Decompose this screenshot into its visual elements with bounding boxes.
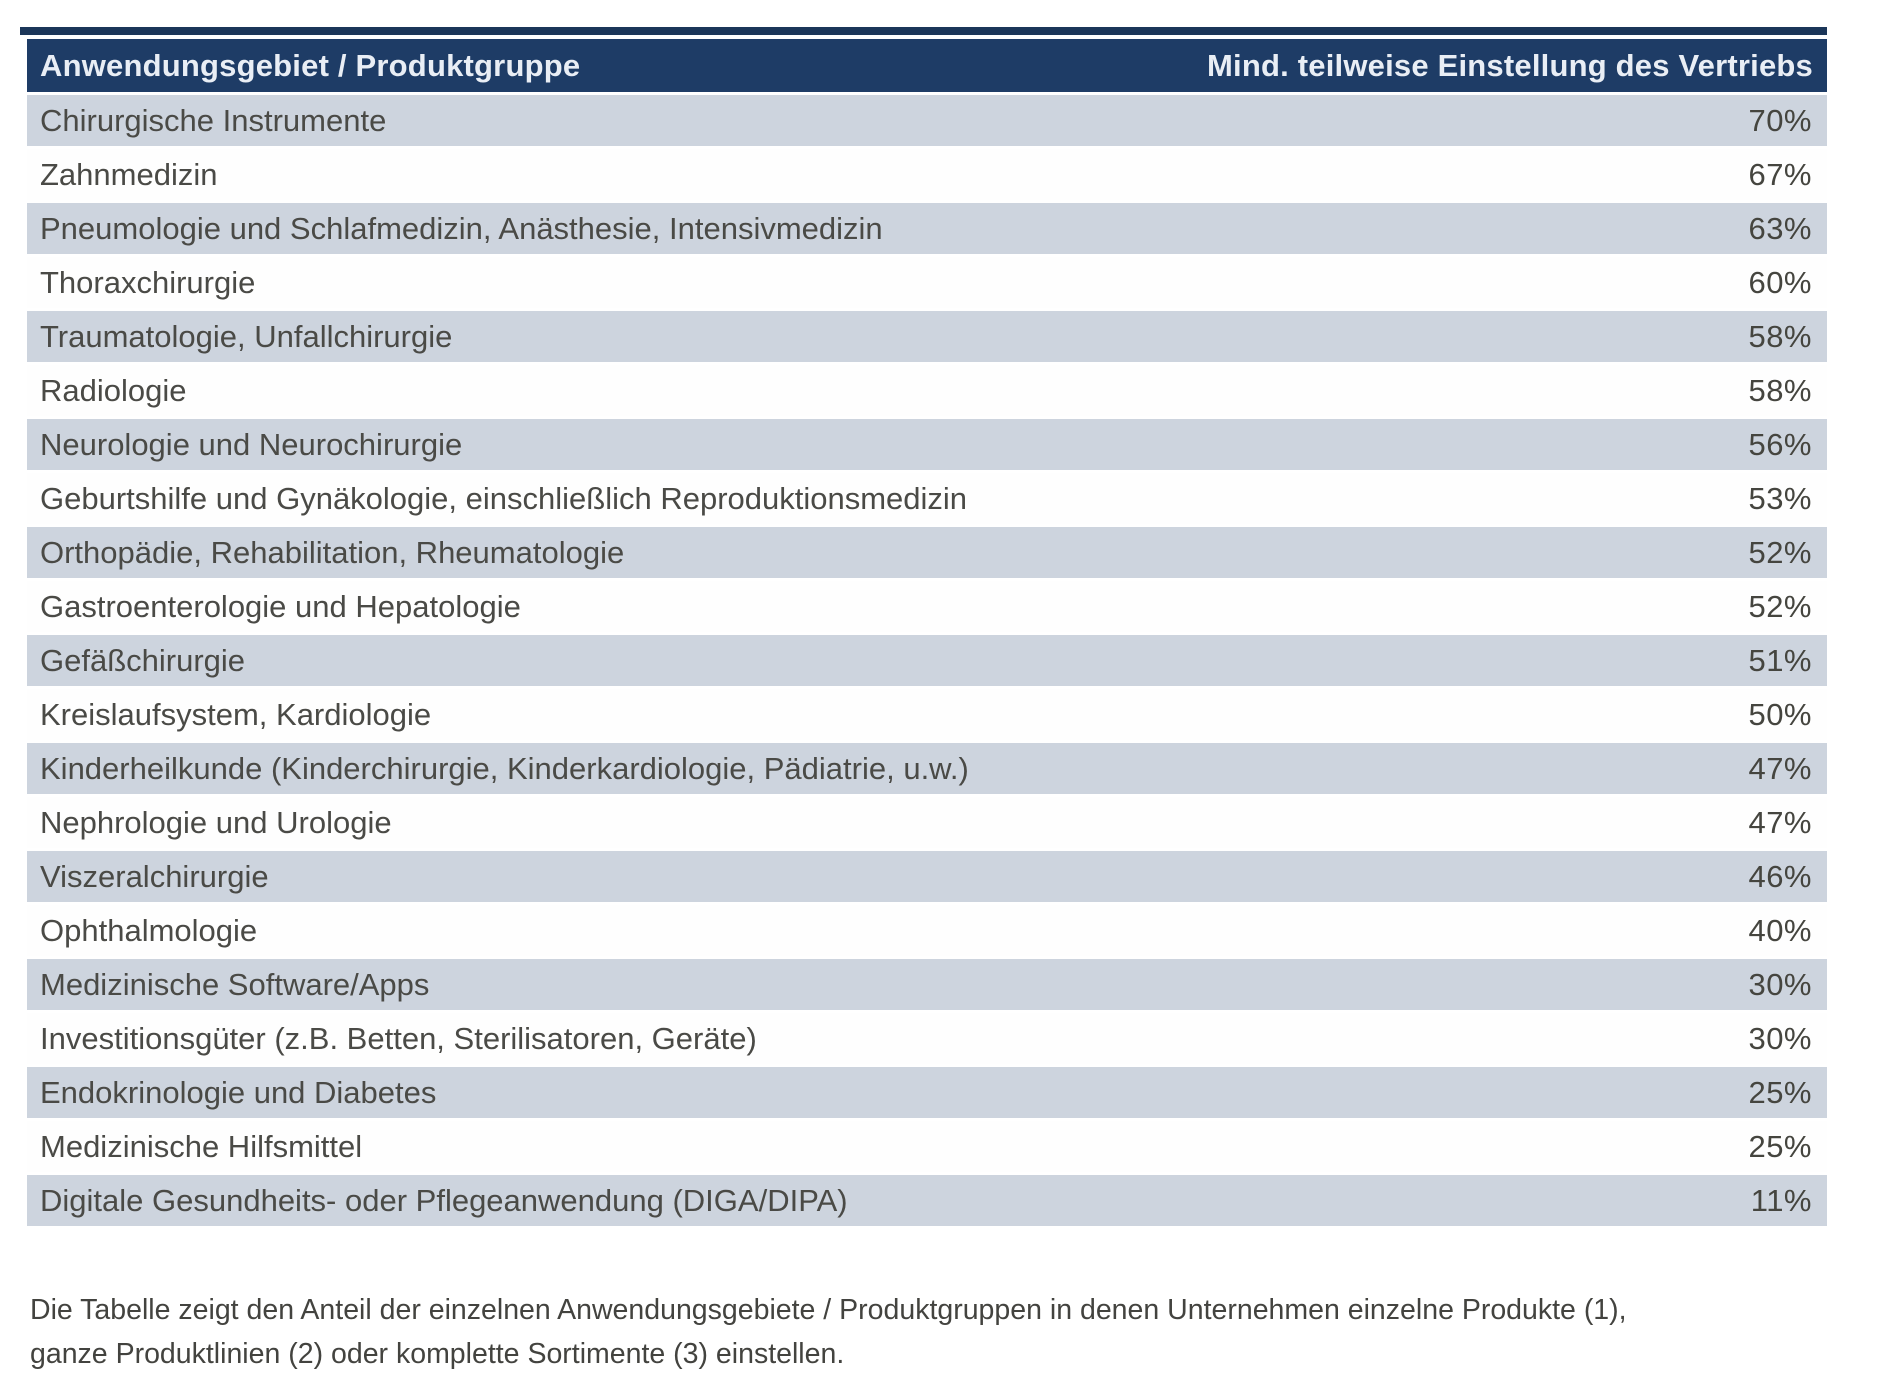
footnote-line-2: ganze Produktlinien (2) oder komplette S… bbox=[30, 1338, 845, 1371]
row-percentage-value: 30% bbox=[1748, 966, 1812, 1002]
row-percentage-value: 67% bbox=[1748, 156, 1812, 192]
table-row: Kinderheilkunde (Kinderchirurgie, Kinder… bbox=[27, 743, 1827, 794]
row-category-label: Viszeralchirurgie bbox=[40, 858, 269, 894]
row-percentage-value: 70% bbox=[1748, 102, 1812, 138]
row-category-label: Zahnmedizin bbox=[40, 156, 218, 192]
table-row: Chirurgische Instrumente 70% bbox=[27, 95, 1827, 146]
row-category-label: Gastroenterologie und Hepatologie bbox=[40, 588, 521, 624]
row-percentage-value: 52% bbox=[1748, 588, 1812, 624]
table-row: Medizinische Hilfsmittel 25% bbox=[27, 1121, 1827, 1172]
row-category-label: Radiologie bbox=[40, 372, 187, 408]
row-percentage-value: 30% bbox=[1748, 1020, 1812, 1056]
row-category-label: Medizinische Hilfsmittel bbox=[40, 1128, 363, 1164]
table-row: Thoraxchirurgie 60% bbox=[27, 257, 1827, 308]
row-category-label: Endokrinologie und Diabetes bbox=[40, 1074, 437, 1110]
table-row: Pneumologie und Schlafmedizin, Anästhesi… bbox=[27, 203, 1827, 254]
table-row: Traumatologie, Unfallchirurgie 58% bbox=[27, 311, 1827, 362]
row-category-label: Kreislaufsystem, Kardiologie bbox=[40, 696, 432, 732]
column-header-product-group: Anwendungsgebiet / Produktgruppe bbox=[40, 47, 581, 83]
table-row: Viszeralchirurgie 46% bbox=[27, 851, 1827, 902]
row-category-label: Gefäßchirurgie bbox=[40, 642, 246, 678]
table-row: Kreislaufsystem, Kardiologie 50% bbox=[27, 689, 1827, 740]
row-percentage-value: 11% bbox=[1750, 1182, 1812, 1218]
table-top-rule bbox=[20, 27, 1827, 35]
row-category-label: Kinderheilkunde (Kinderchirurgie, Kinder… bbox=[40, 750, 969, 786]
row-percentage-value: 53% bbox=[1748, 480, 1812, 516]
row-category-label: Geburtshilfe und Gynäkologie, einschließ… bbox=[40, 480, 968, 516]
row-percentage-value: 40% bbox=[1748, 912, 1812, 948]
row-category-label: Pneumologie und Schlafmedizin, Anästhesi… bbox=[40, 210, 883, 246]
row-percentage-value: 56% bbox=[1748, 426, 1812, 462]
table-body: Chirurgische Instrumente 70% Zahnmedizin… bbox=[27, 95, 1827, 1226]
row-category-label: Chirurgische Instrumente bbox=[40, 102, 387, 138]
table-row: Digitale Gesundheits- oder Pflegeanwendu… bbox=[27, 1175, 1827, 1226]
discontinuation-table: Anwendungsgebiet / Produktgruppe Mind. t… bbox=[27, 39, 1827, 1229]
table-row: Geburtshilfe und Gynäkologie, einschließ… bbox=[27, 473, 1827, 524]
table-row: Endokrinologie und Diabetes 25% bbox=[27, 1067, 1827, 1118]
row-percentage-value: 47% bbox=[1748, 804, 1812, 840]
row-category-label: Medizinische Software/Apps bbox=[40, 966, 430, 1002]
row-category-label: Traumatologie, Unfallchirurgie bbox=[40, 318, 453, 354]
row-percentage-value: 25% bbox=[1748, 1128, 1812, 1164]
row-percentage-value: 58% bbox=[1748, 318, 1812, 354]
row-percentage-value: 51% bbox=[1748, 642, 1812, 678]
row-percentage-value: 47% bbox=[1748, 750, 1812, 786]
row-percentage-value: 63% bbox=[1748, 210, 1812, 246]
row-category-label: Orthopädie, Rehabilitation, Rheumatologi… bbox=[40, 534, 625, 570]
table-row: Medizinische Software/Apps 30% bbox=[27, 959, 1827, 1010]
table-header-row: Anwendungsgebiet / Produktgruppe Mind. t… bbox=[27, 39, 1827, 92]
table-row: Gefäßchirurgie 51% bbox=[27, 635, 1827, 686]
table-row: Zahnmedizin 67% bbox=[27, 149, 1827, 200]
table-row: Gastroenterologie und Hepatologie 52% bbox=[27, 581, 1827, 632]
table-row: Ophthalmologie 40% bbox=[27, 905, 1827, 956]
column-header-discontinuation-share: Mind. teilweise Einstellung des Vertrieb… bbox=[1207, 47, 1813, 83]
row-category-label: Ophthalmologie bbox=[40, 912, 258, 948]
row-category-label: Nephrologie und Urologie bbox=[40, 804, 392, 840]
table-row: Investitionsgüter (z.B. Betten, Sterilis… bbox=[27, 1013, 1827, 1064]
row-percentage-value: 52% bbox=[1748, 534, 1812, 570]
table-row: Nephrologie und Urologie 47% bbox=[27, 797, 1827, 848]
row-percentage-value: 46% bbox=[1748, 858, 1812, 894]
footnote-line-1: Die Tabelle zeigt den Anteil der einzeln… bbox=[30, 1294, 1627, 1326]
table-row: Neurologie und Neurochirurgie 56% bbox=[27, 419, 1827, 470]
row-category-label: Thoraxchirurgie bbox=[40, 264, 256, 300]
row-percentage-value: 58% bbox=[1748, 372, 1812, 408]
table-footnote: Die Tabelle zeigt den Anteil der einzeln… bbox=[30, 1288, 1870, 1376]
row-percentage-value: 50% bbox=[1748, 696, 1812, 732]
row-category-label: Investitionsgüter (z.B. Betten, Sterilis… bbox=[40, 1020, 757, 1056]
row-category-label: Digitale Gesundheits- oder Pflegeanwendu… bbox=[40, 1182, 848, 1218]
row-percentage-value: 25% bbox=[1748, 1074, 1812, 1110]
row-category-label: Neurologie und Neurochirurgie bbox=[40, 426, 463, 462]
table-row: Orthopädie, Rehabilitation, Rheumatologi… bbox=[27, 527, 1827, 578]
table-row: Radiologie 58% bbox=[27, 365, 1827, 416]
row-percentage-value: 60% bbox=[1748, 264, 1812, 300]
